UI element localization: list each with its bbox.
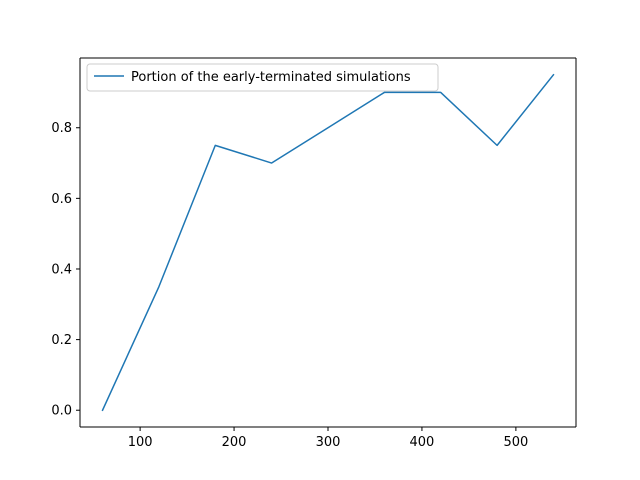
x-tick-label: 100 [128, 435, 153, 450]
x-tick-label: 500 [503, 435, 528, 450]
y-tick-label: 0.6 [51, 192, 72, 207]
legend: Portion of the early-terminated simulati… [86, 63, 439, 92]
y-tick-label: 0.4 [51, 262, 72, 277]
y-tick-label: 0.0 [51, 404, 72, 419]
x-tick-label: 300 [316, 435, 341, 450]
plot-area [101, 73, 555, 412]
y-tick-label: 0.2 [51, 333, 72, 348]
series-line-0 [101, 73, 555, 412]
axes: 100 200 300 400 500 0.0 0.2 0.4 0.6 0.8 [51, 57, 577, 450]
y-tick-label: 0.8 [51, 121, 72, 136]
x-tick-label: 400 [410, 435, 435, 450]
legend-box [86, 63, 439, 92]
x-tick-label: 200 [222, 435, 247, 450]
legend-label: Portion of the early-terminated simulati… [131, 70, 411, 85]
